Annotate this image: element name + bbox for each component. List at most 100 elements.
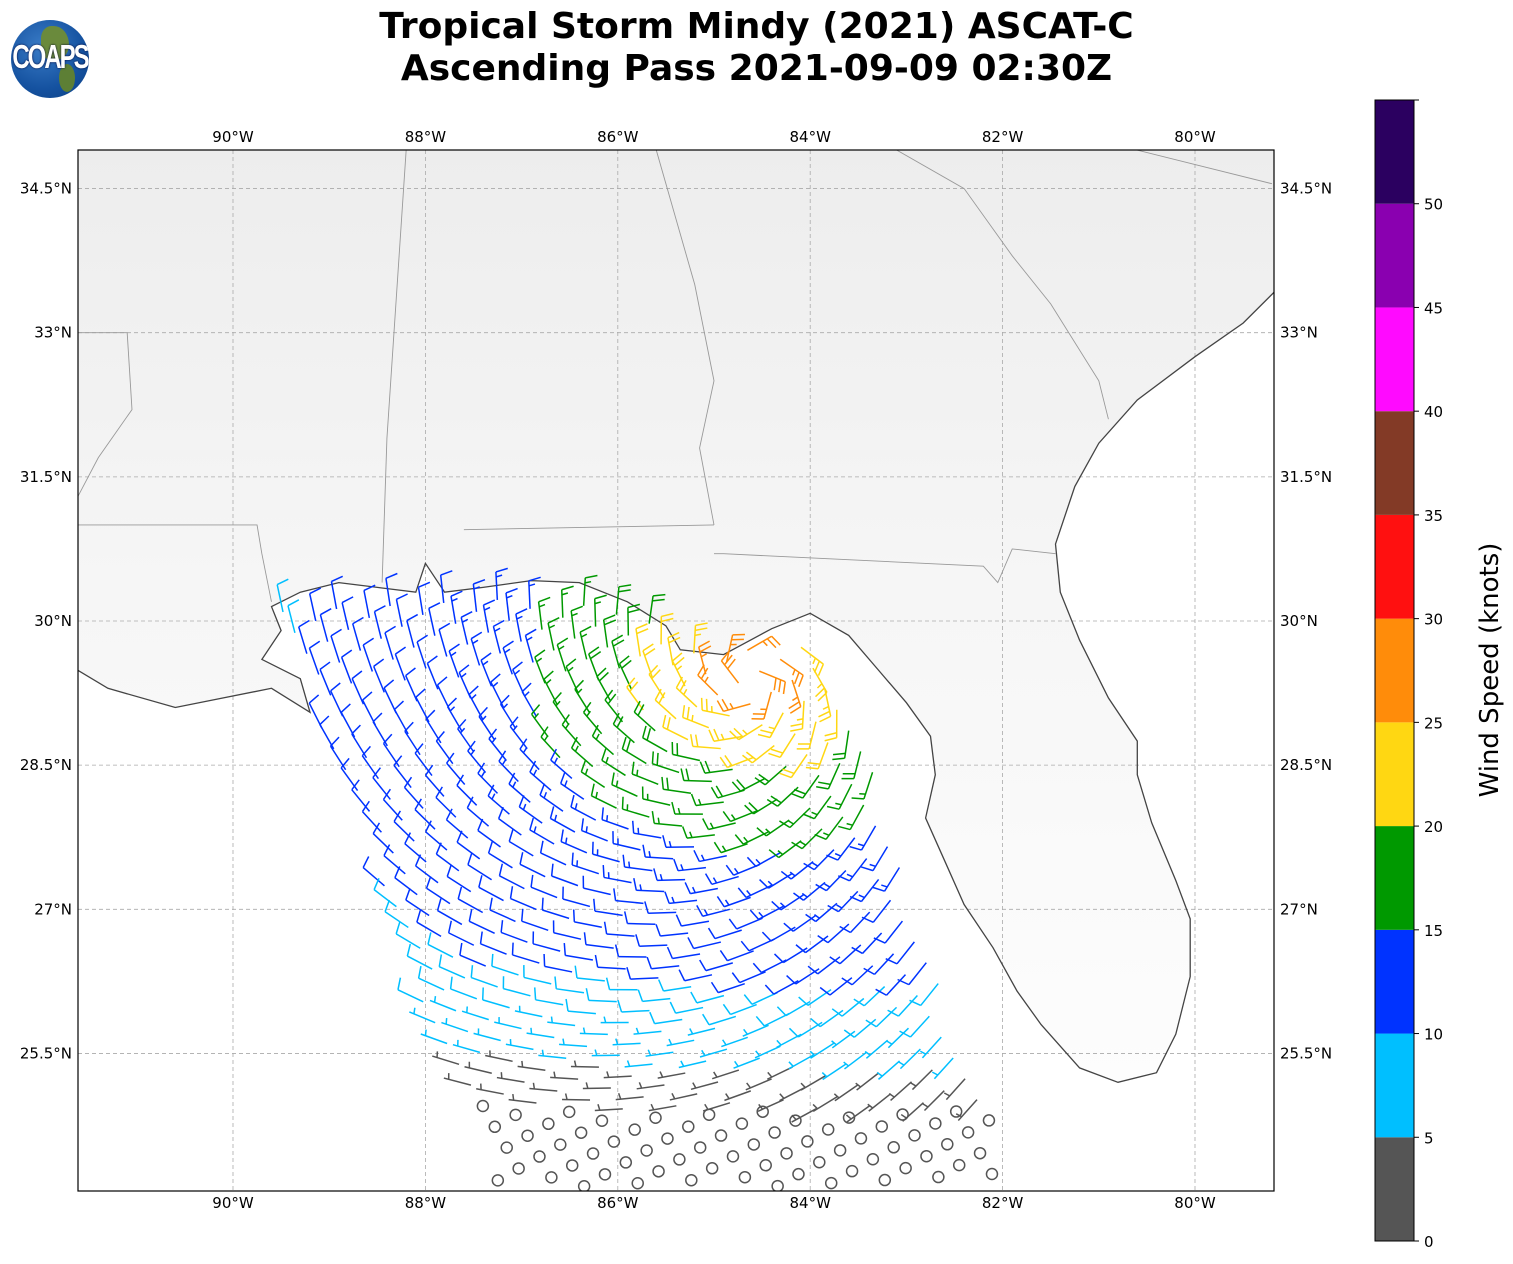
wind-barb (438, 622, 451, 657)
wind-barb (372, 822, 394, 854)
colorbar-tick-label: 40 (1424, 403, 1443, 421)
wind-barb (747, 1138, 761, 1151)
wind-barb (666, 946, 701, 960)
lon-tick-label: 84°W (789, 128, 831, 146)
wind-barb (700, 697, 730, 717)
wind-barb (420, 1029, 448, 1045)
wind-barb (560, 829, 588, 854)
wind-barb (600, 1016, 629, 1024)
wind-barb (673, 858, 707, 872)
wind-barb (725, 633, 745, 663)
wind-barb (351, 779, 371, 812)
wind-barb (577, 1180, 591, 1191)
wind-barb (445, 808, 469, 839)
wind-barb (509, 716, 528, 750)
colorbar-segment (1375, 618, 1414, 723)
wind-barb (837, 858, 868, 882)
wind-barb (910, 1069, 933, 1091)
wind-barb (702, 1102, 731, 1112)
wind-barb (842, 1111, 856, 1124)
wind-barb (791, 1108, 817, 1123)
title-line-1: Tropical Storm Mindy (2021) ASCAT-C (379, 6, 1134, 47)
wind-barb (394, 646, 407, 681)
wind-barb (534, 649, 546, 684)
wind-barb (800, 646, 825, 676)
wind-barb (819, 977, 853, 996)
wind-barb (591, 1049, 620, 1057)
wind-barb (831, 997, 865, 1017)
wind-barb (853, 986, 886, 1007)
wind-barb (756, 819, 790, 837)
wind-barb (640, 1144, 653, 1157)
colorbar-label: Wind Speed (knots) (1475, 543, 1505, 798)
wind-barb (515, 608, 528, 642)
wind-barb (626, 967, 659, 980)
wind-barb (943, 1078, 966, 1101)
wind-barb (467, 852, 493, 881)
wind-barb (920, 1149, 933, 1163)
wind-barb (680, 768, 712, 783)
wind-barb (982, 1114, 996, 1127)
wind-barb (479, 931, 507, 955)
wind-barb (425, 876, 451, 905)
wind-barb (757, 1099, 784, 1112)
wind-barb (443, 1073, 472, 1086)
wind-barb (675, 914, 710, 927)
wind-barb (439, 570, 453, 604)
wind-barb (843, 1018, 877, 1038)
wind-barb (478, 875, 504, 902)
wind-barb (498, 863, 525, 890)
wind-barb (662, 835, 695, 849)
wind-barb (861, 899, 892, 923)
wind-barb (383, 844, 406, 875)
wind-barb (559, 1038, 588, 1048)
wind-barb (416, 910, 442, 937)
wind-barb (631, 761, 659, 786)
wind-barb (766, 1066, 793, 1080)
wind-barb (591, 841, 620, 863)
wind-barb (533, 1150, 546, 1163)
wind-barb (768, 733, 796, 759)
wind-barb (601, 807, 629, 830)
wind-barb (751, 691, 772, 720)
wind-barb (671, 741, 701, 762)
wind-barb (689, 734, 721, 750)
wind-barb (621, 736, 647, 765)
lat-tick-label: 25.5°N (20, 1044, 72, 1062)
wind-barb (556, 637, 569, 672)
wind-barb (489, 897, 516, 923)
state-border (78, 332, 133, 497)
wind-barb (756, 1105, 769, 1118)
state-border (463, 524, 715, 531)
lon-tick-label: 82°W (982, 128, 1024, 146)
wind-barb (955, 1099, 978, 1121)
wind-barb (783, 914, 817, 932)
wind-barb (319, 661, 332, 696)
wind-barb (849, 825, 877, 851)
wind-barb (554, 1138, 567, 1151)
wind-barb (626, 677, 644, 711)
wind-barb (533, 987, 564, 1006)
wind-barb (742, 744, 775, 764)
wind-barb (491, 953, 519, 976)
wind-barb (705, 1162, 719, 1175)
wind-barb (602, 865, 632, 884)
lat-tick-label: 30°N (34, 612, 72, 630)
wind-barb (541, 897, 570, 920)
wind-barb (807, 956, 841, 975)
lon-tick-label: 90°W (212, 1194, 254, 1212)
colorbar-segment (1375, 1137, 1414, 1241)
wind-barb (427, 932, 454, 958)
wind-barb (461, 1006, 489, 1021)
wind-barb (583, 932, 614, 949)
wind-barb (539, 783, 564, 812)
wind-barb (537, 596, 551, 630)
wind-barb (482, 599, 496, 633)
wind-barb (932, 1170, 945, 1184)
wind-barb (570, 736, 594, 768)
wind-barb (477, 818, 501, 848)
wind-barb (580, 759, 606, 788)
wind-barb (896, 1108, 909, 1121)
wind-barb (617, 999, 650, 1013)
